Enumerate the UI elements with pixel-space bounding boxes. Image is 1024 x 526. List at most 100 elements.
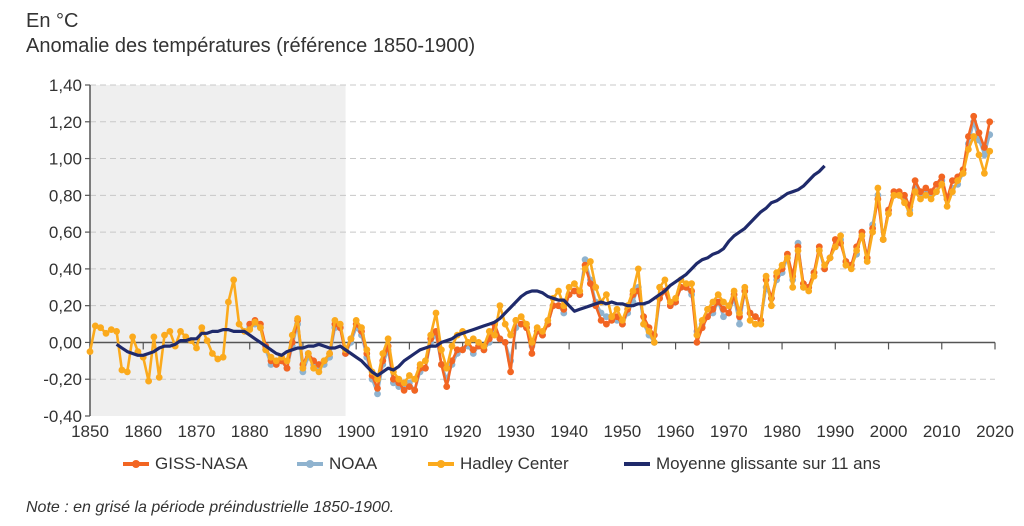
x-tick-label: 2010 (923, 422, 961, 441)
data-point (736, 320, 743, 328)
data-point (709, 305, 717, 313)
data-point (784, 254, 791, 262)
data-point (581, 256, 589, 264)
data-point (209, 350, 216, 357)
data-point (235, 320, 243, 328)
legend-item-giss: GISS-NASA (123, 454, 248, 474)
data-point (299, 364, 307, 372)
data-point (214, 355, 222, 363)
data-point (890, 191, 898, 199)
y-tick-label: -0,20 (43, 370, 82, 389)
data-point (970, 112, 978, 120)
data-point (981, 144, 988, 151)
data-point (416, 361, 424, 368)
data-point (714, 291, 722, 298)
data-point (949, 177, 956, 185)
x-tick-label: 1850 (71, 422, 109, 441)
data-point (129, 333, 137, 341)
data-point (374, 375, 381, 383)
data-point (592, 283, 600, 291)
data-point (459, 346, 466, 354)
data-point (219, 353, 227, 361)
data-point (475, 339, 482, 346)
data-point (304, 350, 312, 357)
footnote: Note : en grisé la période préindustriel… (26, 499, 395, 516)
data-point (539, 328, 546, 335)
legend-item-noaa: NOAA (297, 454, 377, 474)
data-point (933, 188, 940, 196)
data-point (443, 364, 451, 372)
series-hadley-center (86, 133, 994, 387)
legend: GISS-NASA NOAA Hadley Center Moyenne gli… (0, 454, 1024, 478)
data-point (965, 146, 972, 153)
data-point (949, 188, 956, 196)
series-layer (86, 112, 994, 398)
data-point (885, 210, 892, 218)
y-tick-label: 1,00 (49, 150, 82, 169)
chart-title: Anomalie des températures (référence 185… (26, 35, 476, 57)
data-point (975, 151, 983, 159)
data-point (390, 375, 397, 383)
data-point (97, 324, 104, 332)
data-point (528, 339, 536, 346)
data-point (895, 191, 903, 199)
giss-line-marker-icon (123, 458, 149, 470)
x-tick-label: 2020 (976, 422, 1014, 441)
y-tick-label: 1,40 (49, 76, 82, 95)
data-point (603, 313, 610, 321)
data-point (666, 298, 674, 306)
data-point (448, 342, 456, 350)
data-point (847, 265, 855, 273)
data-point (411, 386, 419, 394)
data-point (922, 191, 930, 199)
unit-label: En °C (26, 10, 79, 32)
data-point (682, 280, 690, 287)
data-point (374, 385, 381, 392)
data-point (400, 379, 408, 387)
legend-label: GISS-NASA (155, 454, 248, 473)
data-point (203, 337, 211, 344)
data-point (384, 335, 392, 343)
x-tick-label: 1890 (284, 422, 322, 441)
data-point (91, 322, 99, 330)
data-point (645, 328, 653, 335)
data-point (283, 364, 291, 372)
data-point (352, 317, 360, 324)
x-tick-label: 1960 (657, 422, 695, 441)
y-tick-label: 0,00 (49, 333, 82, 352)
data-point (725, 309, 733, 317)
data-point (507, 368, 514, 376)
data-point (720, 305, 727, 313)
data-point (863, 258, 871, 265)
data-point (496, 302, 504, 310)
data-point (422, 357, 429, 365)
data-point (917, 188, 924, 196)
data-point (619, 317, 626, 324)
legend-item-hadley: Hadley Center (428, 454, 569, 474)
data-point (517, 320, 525, 328)
series-moyenne-glissante-sur-11-ans (115, 164, 826, 378)
data-point (800, 283, 807, 291)
data-point (714, 298, 722, 306)
data-point (496, 335, 504, 343)
data-point (555, 287, 562, 295)
data-point (469, 335, 477, 343)
data-point (288, 331, 296, 339)
data-point (603, 291, 610, 298)
data-point (954, 177, 962, 185)
data-point (443, 383, 451, 390)
data-point (858, 232, 866, 240)
y-tick-label: 0,80 (49, 186, 82, 205)
data-point (773, 269, 781, 276)
data-point (603, 320, 610, 328)
data-point (789, 283, 797, 291)
data-point (267, 353, 275, 361)
data-point (650, 339, 658, 346)
data-point (107, 326, 115, 333)
data-point (688, 280, 695, 287)
data-point (938, 180, 946, 188)
data-point (778, 261, 786, 269)
data-point (576, 287, 584, 295)
data-point (709, 298, 717, 306)
x-tick-label: 1940 (550, 422, 588, 441)
